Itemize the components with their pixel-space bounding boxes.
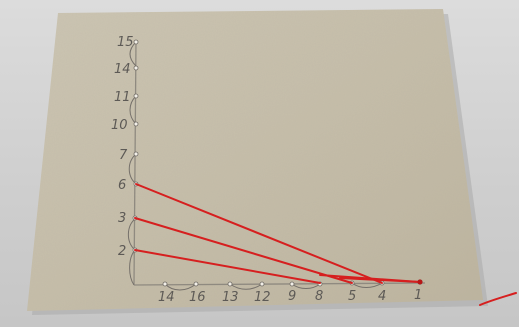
h-label-8: 8 (315, 289, 323, 304)
v-label-6: 6 (118, 178, 126, 193)
cardboard-sheet (27, 9, 483, 311)
v-label-10: 10 (111, 118, 128, 133)
v-label-11: 11 (114, 90, 131, 105)
vertical-axis-labels: 15 14 11 10 7 6 3 2 (111, 35, 134, 259)
vertical-axis-line (133, 39, 137, 286)
vertical-thread-loops (127, 41, 137, 286)
v-label-14: 14 (114, 62, 131, 77)
thread-to-1-b (339, 277, 421, 283)
h-label-4: 4 (378, 289, 386, 304)
h-label-13: 13 (222, 290, 239, 305)
red-threads (134, 183, 517, 306)
horizontal-axis-line (133, 282, 426, 286)
thread-2-to-8 (134, 249, 321, 284)
h-label-12: 12 (254, 290, 271, 305)
v-label-15: 15 (117, 35, 134, 50)
thread-6-to-4 (135, 183, 383, 284)
h-label-5: 5 (348, 289, 356, 304)
h-label-9: 9 (288, 289, 296, 304)
axes (133, 39, 426, 286)
horizontal-axis-labels: 14 16 13 12 9 8 5 4 1 (158, 288, 422, 305)
horizontal-thread-loops (164, 282, 383, 291)
thread-tail (479, 292, 517, 306)
vertical-holes (132, 39, 139, 253)
v-label-2: 2 (118, 244, 126, 259)
h-label-1: 1 (414, 288, 422, 303)
v-label-7: 7 (119, 148, 128, 163)
thread-3-to-5 (134, 217, 353, 284)
end-pin (417, 279, 423, 285)
v-label-3: 3 (118, 211, 126, 226)
h-label-14: 14 (158, 290, 175, 305)
h-label-16: 16 (189, 290, 206, 305)
